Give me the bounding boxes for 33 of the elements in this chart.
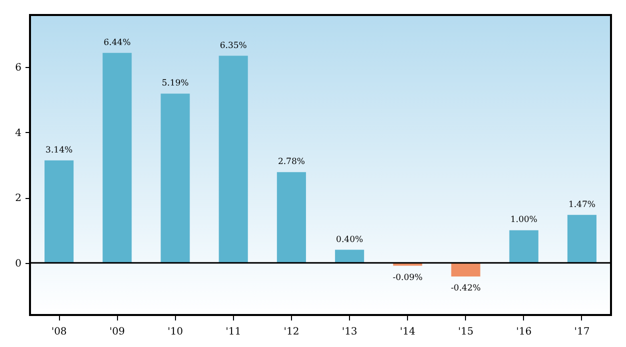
bar [509,230,538,263]
bar [451,262,480,277]
y-tick-label: 4 [15,128,22,139]
y-tick-label: 2 [15,193,22,204]
bar [218,56,248,263]
y-tick-label: 6 [15,62,22,74]
bar [44,160,74,263]
data-label: 5.19% [162,78,189,89]
data-label: -0.09% [392,272,423,283]
bar [276,172,306,263]
x-tick-label: '16 [516,326,532,338]
data-label: 6.44% [104,38,131,48]
x-tick-label: '10 [168,326,183,338]
data-label: 1.47% [568,200,596,210]
bar [335,250,364,263]
x-tick-label: '17 [574,326,590,338]
x-tick-label: '13 [342,326,358,338]
x-tick-label: '12 [284,326,300,338]
x-tick-label: '08 [51,326,67,338]
data-label: 2.78% [278,157,305,168]
bar [160,94,190,263]
data-label: 0.40% [336,234,364,245]
data-label: 6.35% [220,40,247,51]
x-tick-label: '11 [226,326,242,338]
bar [567,214,596,263]
bar [102,52,132,263]
x-tick-label: '15 [458,326,474,338]
x-tick-label: '09 [109,326,125,338]
data-label: -0.42% [450,284,481,294]
data-label: 3.14% [46,145,73,156]
data-label: 1.00% [510,215,538,226]
y-tick-label: 0 [15,258,22,270]
x-tick-label: '14 [400,326,416,338]
